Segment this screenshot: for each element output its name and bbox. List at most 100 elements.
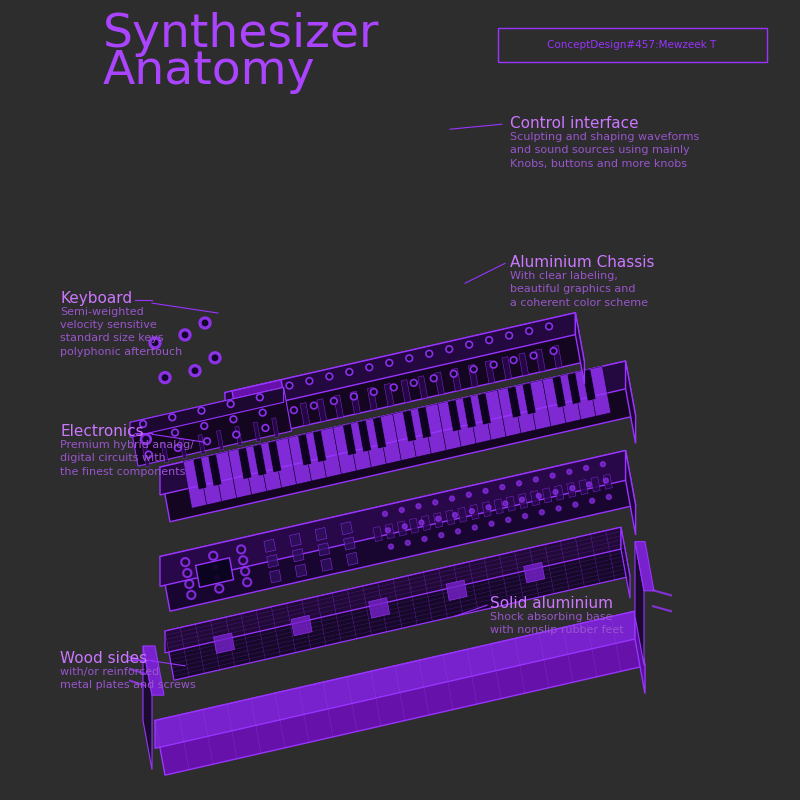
Polygon shape — [468, 364, 478, 387]
Polygon shape — [478, 393, 491, 425]
Polygon shape — [451, 368, 462, 391]
Circle shape — [185, 579, 194, 589]
Circle shape — [500, 485, 505, 490]
Polygon shape — [273, 438, 297, 488]
Circle shape — [306, 378, 313, 385]
Polygon shape — [165, 527, 621, 653]
Polygon shape — [363, 418, 386, 467]
Circle shape — [410, 379, 418, 386]
Circle shape — [600, 462, 606, 466]
Circle shape — [229, 402, 232, 406]
Circle shape — [203, 438, 210, 445]
Circle shape — [399, 507, 404, 513]
Circle shape — [550, 473, 555, 478]
Polygon shape — [142, 447, 150, 467]
Circle shape — [288, 384, 291, 387]
Circle shape — [446, 346, 453, 353]
Circle shape — [140, 434, 151, 445]
Circle shape — [312, 404, 316, 407]
Circle shape — [176, 446, 180, 450]
Text: Anatomy: Anatomy — [103, 50, 316, 94]
Circle shape — [187, 582, 191, 586]
Circle shape — [402, 524, 407, 529]
Circle shape — [430, 375, 438, 382]
Circle shape — [290, 406, 298, 414]
Circle shape — [237, 545, 246, 554]
Polygon shape — [161, 443, 169, 463]
Circle shape — [326, 373, 333, 380]
Polygon shape — [621, 527, 630, 598]
Polygon shape — [572, 370, 596, 420]
Circle shape — [217, 586, 222, 591]
Polygon shape — [303, 431, 326, 481]
Text: Control interface: Control interface — [510, 116, 638, 131]
Circle shape — [212, 355, 218, 361]
Circle shape — [419, 520, 424, 525]
Circle shape — [328, 374, 331, 378]
Polygon shape — [334, 395, 343, 418]
Circle shape — [181, 558, 190, 566]
Polygon shape — [373, 526, 382, 542]
Circle shape — [199, 317, 211, 329]
Circle shape — [447, 347, 451, 351]
Circle shape — [570, 486, 575, 490]
Polygon shape — [235, 426, 242, 446]
Polygon shape — [130, 387, 284, 438]
Polygon shape — [373, 417, 386, 449]
Polygon shape — [482, 502, 491, 517]
Circle shape — [292, 409, 296, 412]
Circle shape — [230, 416, 237, 422]
Polygon shape — [318, 428, 342, 478]
Polygon shape — [321, 558, 333, 571]
Polygon shape — [266, 554, 278, 568]
Circle shape — [486, 337, 493, 343]
Circle shape — [467, 343, 471, 346]
Polygon shape — [313, 430, 326, 462]
Polygon shape — [238, 447, 252, 479]
Circle shape — [227, 401, 234, 407]
Text: With clear labeling,
beautiful graphics and
a coherent color scheme: With clear labeling, beautiful graphics … — [510, 271, 648, 308]
Circle shape — [432, 377, 435, 380]
Circle shape — [179, 329, 191, 341]
Polygon shape — [384, 383, 394, 406]
Polygon shape — [402, 410, 416, 442]
Polygon shape — [552, 376, 566, 408]
Circle shape — [232, 418, 235, 421]
Polygon shape — [130, 387, 292, 466]
Circle shape — [536, 494, 542, 498]
Polygon shape — [198, 455, 222, 505]
Circle shape — [211, 554, 215, 558]
Circle shape — [427, 352, 431, 355]
Polygon shape — [513, 383, 536, 434]
Polygon shape — [527, 380, 551, 430]
Circle shape — [174, 431, 177, 434]
Circle shape — [455, 529, 461, 534]
Circle shape — [259, 409, 266, 416]
Circle shape — [553, 490, 558, 494]
Polygon shape — [542, 377, 566, 426]
Circle shape — [472, 367, 475, 371]
Circle shape — [170, 415, 174, 419]
Circle shape — [214, 584, 224, 593]
Circle shape — [245, 580, 250, 585]
Circle shape — [200, 409, 203, 412]
Circle shape — [534, 477, 538, 482]
Circle shape — [198, 407, 205, 414]
Polygon shape — [385, 524, 394, 539]
Circle shape — [189, 365, 201, 377]
Circle shape — [519, 497, 525, 502]
Circle shape — [330, 398, 338, 405]
Polygon shape — [494, 499, 503, 514]
Polygon shape — [350, 391, 360, 414]
Circle shape — [243, 569, 247, 574]
Circle shape — [490, 361, 497, 368]
Polygon shape — [552, 345, 562, 368]
Polygon shape — [292, 549, 304, 562]
Polygon shape — [343, 537, 355, 550]
Polygon shape — [458, 507, 467, 522]
Polygon shape — [317, 398, 326, 422]
Circle shape — [189, 593, 194, 597]
Circle shape — [238, 556, 248, 565]
Polygon shape — [575, 313, 584, 384]
Circle shape — [192, 368, 198, 374]
